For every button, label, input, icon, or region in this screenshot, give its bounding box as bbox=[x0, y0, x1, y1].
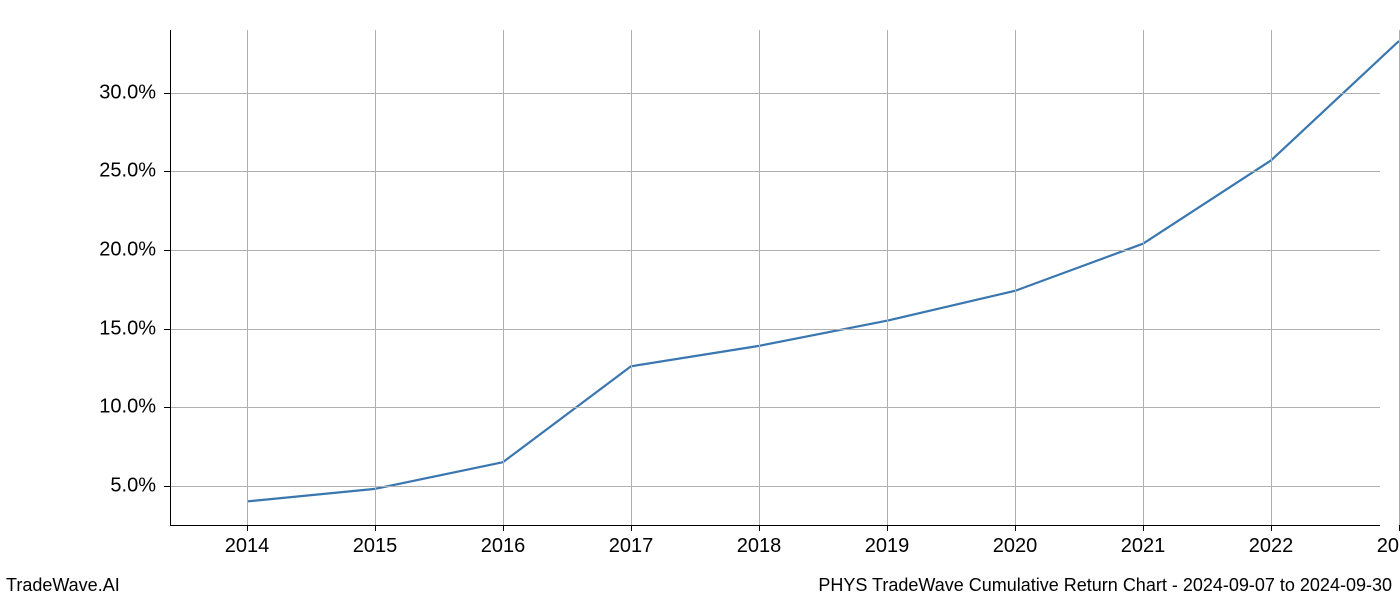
y-tick-label: 15.0% bbox=[56, 317, 156, 340]
x-tick-label: 2014 bbox=[225, 535, 270, 558]
plot-area: 5.0%10.0%15.0%20.0%25.0%30.0%20142015201… bbox=[170, 30, 1380, 525]
gridline-v bbox=[1015, 30, 1016, 525]
x-tick-label: 2023 bbox=[1377, 535, 1400, 558]
footer-caption: PHYS TradeWave Cumulative Return Chart -… bbox=[818, 575, 1392, 596]
gridline-v bbox=[759, 30, 760, 525]
gridline-h bbox=[170, 93, 1380, 94]
y-tick-label: 25.0% bbox=[56, 160, 156, 183]
gridline-h bbox=[170, 171, 1380, 172]
series-line-cumulative-return bbox=[247, 41, 1399, 501]
y-tick-label: 30.0% bbox=[56, 81, 156, 104]
x-tick-label: 2022 bbox=[1249, 535, 1294, 558]
y-tick-label: 20.0% bbox=[56, 239, 156, 262]
gridline-v bbox=[503, 30, 504, 525]
y-tick-label: 10.0% bbox=[56, 396, 156, 419]
gridline-v bbox=[375, 30, 376, 525]
x-tick-label: 2021 bbox=[1121, 535, 1166, 558]
x-tick-label: 2020 bbox=[993, 535, 1038, 558]
x-tick-label: 2016 bbox=[481, 535, 526, 558]
gridline-v bbox=[247, 30, 248, 525]
gridline-v bbox=[1271, 30, 1272, 525]
chart-container: 5.0% 10.0% 15.0% 20.0% 25.0% 30.0% 2014 2015 201… bbox=[0, 0, 1400, 600]
x-tick-label: 2015 bbox=[353, 535, 398, 558]
gridline-v bbox=[887, 30, 888, 525]
gridline-h bbox=[170, 486, 1380, 487]
x-tick-label: 2019 bbox=[865, 535, 910, 558]
gridline-h bbox=[170, 250, 1380, 251]
gridline-v bbox=[631, 30, 632, 525]
line-layer bbox=[170, 30, 1380, 525]
y-axis-spine bbox=[170, 30, 171, 525]
x-axis-spine bbox=[170, 525, 1380, 526]
x-tick-label: 2017 bbox=[609, 535, 654, 558]
footer-brand: TradeWave.AI bbox=[6, 575, 120, 596]
gridline-v bbox=[1143, 30, 1144, 525]
y-tick-label: 5.0% bbox=[56, 474, 156, 497]
gridline-h bbox=[170, 329, 1380, 330]
gridline-h bbox=[170, 407, 1380, 408]
x-tick-label: 2018 bbox=[737, 535, 782, 558]
